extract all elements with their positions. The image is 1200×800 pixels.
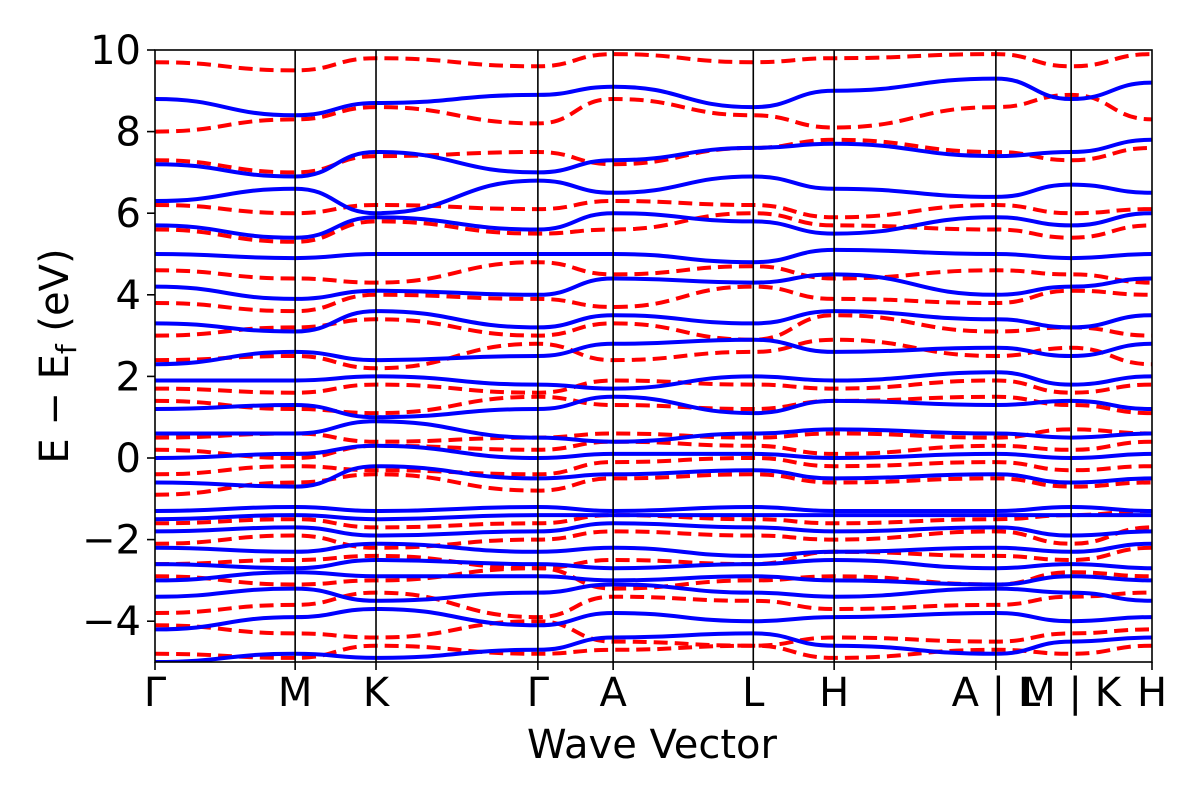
x-tick-label: Γ bbox=[144, 670, 167, 716]
solid-band-12 bbox=[155, 394, 1152, 420]
dashed-band-2 bbox=[155, 590, 1152, 620]
x-axis-title: Wave Vector bbox=[527, 722, 778, 768]
y-axis-title-unit: (eV) bbox=[32, 248, 78, 344]
solid-band-0 bbox=[155, 631, 1152, 662]
dashed-band-5 bbox=[155, 525, 1152, 550]
y-tick-label: 10 bbox=[90, 28, 141, 74]
solid-band-11 bbox=[155, 419, 1152, 444]
solid-band-1 bbox=[155, 606, 1152, 632]
solid-band-3 bbox=[155, 570, 1152, 587]
dashed-band-9 bbox=[155, 439, 1152, 461]
y-tick-label: 2 bbox=[116, 354, 141, 400]
y-tick-label: 8 bbox=[116, 110, 141, 156]
x-axis: Γ M K Γ A L H A | LM | K H bbox=[144, 662, 1167, 716]
solid-band-10 bbox=[155, 443, 1152, 461]
solid-band-6 bbox=[155, 521, 1152, 538]
dashed-band-21 bbox=[155, 52, 1152, 73]
y-axis: −4 −2 0 2 4 6 8 10 bbox=[82, 28, 155, 645]
x-tick-label: K bbox=[363, 670, 391, 716]
solid-band-4 bbox=[155, 557, 1152, 571]
solid-band-21 bbox=[155, 76, 1152, 118]
plot-frame bbox=[154, 49, 1153, 663]
solid-band-2 bbox=[155, 582, 1152, 603]
high-symmetry-lines bbox=[294, 50, 1072, 662]
solid-band-16 bbox=[155, 272, 1152, 301]
dashed-band-8 bbox=[155, 455, 1152, 477]
y-tick-label: −4 bbox=[82, 599, 141, 645]
solid-band-9 bbox=[155, 464, 1152, 489]
x-tick-label: M | K bbox=[1021, 670, 1122, 716]
y-axis-title: E − Ef (eV) bbox=[32, 248, 83, 463]
y-tick-label: 0 bbox=[116, 436, 141, 482]
y-axis-title-main: E − E bbox=[32, 354, 78, 464]
solid-band-13 bbox=[155, 370, 1152, 391]
solid-band-19 bbox=[155, 174, 1152, 216]
y-tick-label: −2 bbox=[82, 518, 141, 564]
x-tick-label: H bbox=[819, 670, 849, 716]
y-tick-label: 4 bbox=[116, 273, 141, 319]
dashed-band-20 bbox=[155, 92, 1152, 134]
x-tick-label: A bbox=[599, 670, 627, 716]
dashed-band-12 bbox=[155, 378, 1152, 395]
x-tick-label: H bbox=[1137, 670, 1167, 716]
dashed-band-15 bbox=[155, 284, 1152, 314]
solid-band-8 bbox=[155, 504, 1152, 514]
dashed-band-1 bbox=[155, 619, 1152, 648]
solid-band-14 bbox=[155, 337, 1152, 367]
dashed-band-17 bbox=[155, 211, 1152, 244]
x-tick-label: M bbox=[278, 670, 313, 716]
x-tick-label: Γ bbox=[527, 670, 550, 716]
solid-band-7 bbox=[155, 513, 1152, 522]
solid-band-18 bbox=[155, 211, 1152, 240]
y-axis-title-subscript: f bbox=[50, 343, 83, 354]
x-tick-label: L bbox=[742, 670, 765, 716]
x-tick-label: A | L bbox=[952, 670, 1041, 716]
solid-band-5 bbox=[155, 541, 1152, 558]
solid-band-20 bbox=[155, 137, 1152, 179]
dashed-band-13 bbox=[155, 337, 1152, 371]
solid-band-17 bbox=[155, 247, 1152, 265]
dashed-band-16 bbox=[155, 260, 1152, 285]
dashed-band-4 bbox=[155, 545, 1152, 571]
y-tick-label: 6 bbox=[116, 191, 141, 237]
bands-group bbox=[155, 52, 1152, 662]
solid-band-15 bbox=[155, 309, 1152, 334]
dashed-band-18 bbox=[155, 198, 1152, 220]
